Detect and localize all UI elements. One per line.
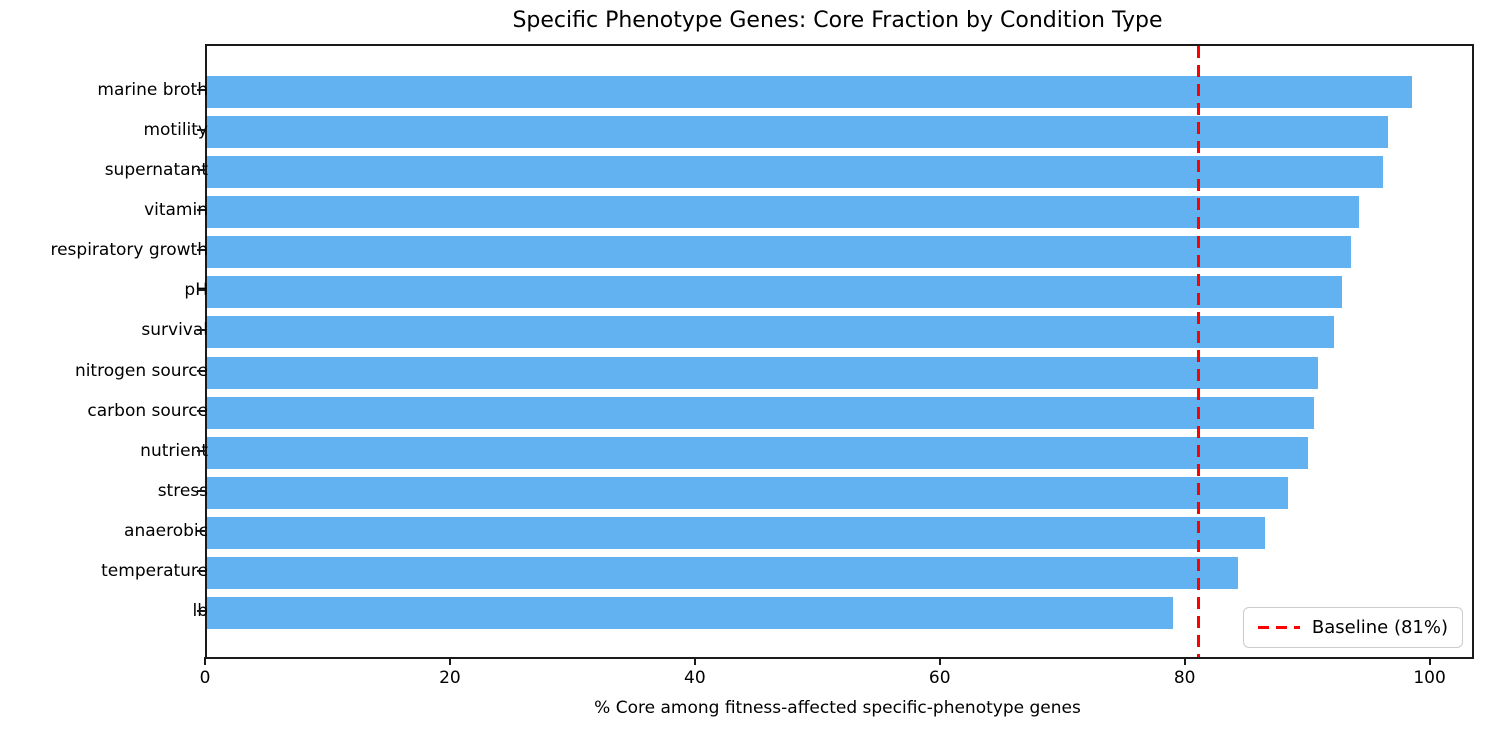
bar-pH: [207, 276, 1343, 309]
y-tick-label-nitrogen-source: nitrogen source: [74, 360, 208, 381]
bar-motility: [207, 116, 1388, 149]
bar-vitamin: [207, 196, 1360, 229]
y-tick-label-marine-broth: marine broth: [97, 80, 208, 100]
y-tick-label-supernatant: supernatant: [104, 160, 208, 181]
y-tick-mark: [197, 569, 205, 572]
y-tick-mark: [197, 209, 205, 212]
y-tick-label-motility: motility: [143, 120, 208, 141]
x-tick-mark: [448, 657, 451, 665]
bar-carbon-source: [207, 396, 1315, 429]
y-tick-mark: [197, 449, 205, 452]
y-tick-label-respiratory-growth: respiratory growth: [50, 240, 208, 261]
y-tick-mark: [197, 249, 205, 252]
y-tick-mark: [197, 369, 205, 372]
bar-marine-broth: [207, 76, 1412, 108]
y-tick-label-pH: pH: [184, 280, 208, 301]
y-tick-mark: [197, 409, 205, 412]
x-tick-label-80: 80: [1173, 668, 1196, 688]
baseline-legend-label: Baseline (81%): [1311, 617, 1448, 638]
bar-temperature: [207, 556, 1239, 589]
x-tick-label-100: 100: [1413, 668, 1446, 688]
y-tick-label-carbon-source: carbon source: [87, 400, 208, 421]
bar-respiratory-growth: [207, 236, 1351, 269]
y-tick-mark: [197, 610, 205, 613]
y-tick-mark: [197, 169, 205, 172]
y-tick-mark: [197, 89, 205, 91]
bar-anaerobic: [207, 516, 1266, 549]
x-tick-label-40: 40: [684, 668, 706, 688]
x-tick-mark: [693, 657, 696, 665]
y-tick-label-survival: survival: [141, 320, 208, 341]
y-tick-mark: [197, 529, 205, 532]
y-tick-label-vitamin: vitamin: [144, 200, 208, 221]
legend: Baseline (81%): [1242, 607, 1463, 648]
bar-supernatant: [207, 156, 1383, 189]
y-tick-label-nutrient: nutrient: [140, 440, 208, 461]
bar-nutrient: [207, 436, 1308, 469]
x-tick-label-60: 60: [928, 668, 951, 688]
bar-survival: [207, 316, 1334, 349]
x-tick-mark: [1183, 657, 1186, 665]
chart-title: Specific Phenotype Genes: Core Fraction …: [512, 8, 1163, 33]
bar-nitrogen-source: [207, 356, 1318, 389]
y-tick-mark: [197, 289, 205, 292]
x-tick-mark: [204, 657, 206, 665]
baseline-legend-swatch: [1257, 626, 1300, 629]
x-axis-label: % Core among fitness-affected specific-p…: [594, 698, 1081, 718]
plot-area: Baseline (81%): [205, 44, 1474, 659]
y-tick-mark: [197, 129, 205, 132]
y-tick-mark: [197, 489, 205, 492]
x-tick-mark: [1428, 657, 1431, 665]
x-tick-label-0: 0: [199, 668, 211, 688]
x-tick-mark: [938, 657, 941, 665]
y-tick-label-anaerobic: anaerobic: [124, 520, 208, 541]
y-tick-mark: [197, 329, 205, 332]
bar-lb: [207, 597, 1174, 630]
y-tick-label-stress: stress: [157, 480, 208, 501]
bar-stress: [207, 476, 1289, 509]
baseline-dashed-line: [1197, 46, 1201, 657]
x-tick-label-20: 20: [439, 668, 461, 688]
y-tick-label-temperature: temperature: [101, 560, 208, 581]
